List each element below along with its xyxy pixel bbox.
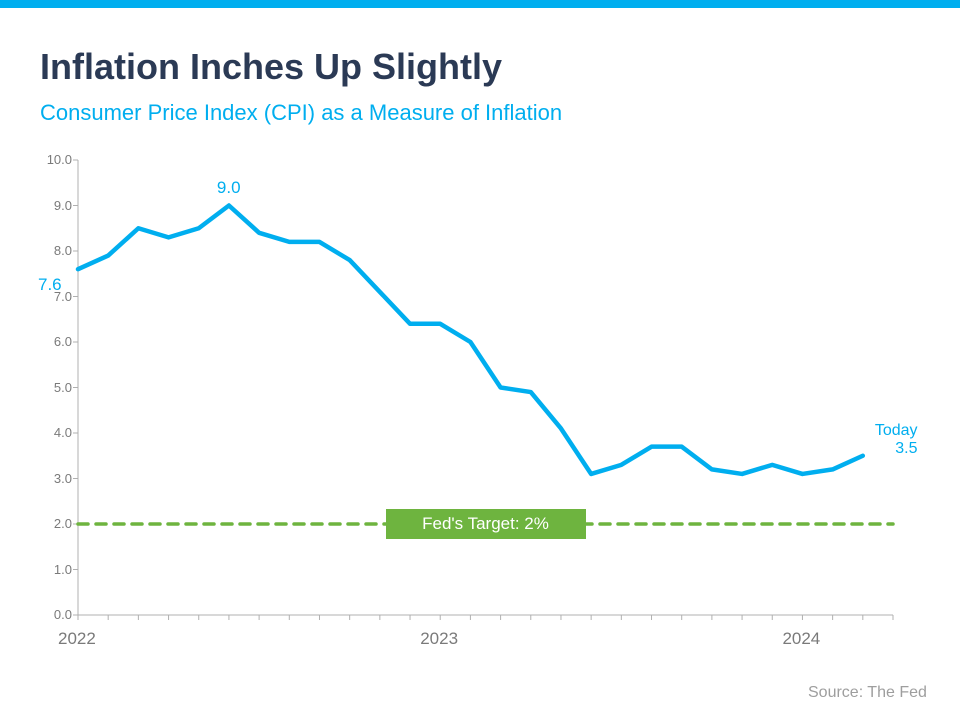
chart-frame: Inflation Inches Up Slightly Consumer Pr… (0, 0, 960, 720)
chart-svg (78, 160, 893, 615)
cpi-series-line (78, 206, 863, 474)
y-tick-label: 2.0 (34, 516, 72, 531)
data-point-label: 7.6 (38, 275, 62, 295)
y-tick-label: 6.0 (34, 334, 72, 349)
x-axis-label: 2024 (782, 629, 820, 649)
x-axis-label: 2023 (420, 629, 458, 649)
y-tick-label: 1.0 (34, 562, 72, 577)
y-tick-label: 4.0 (34, 425, 72, 440)
x-axis-label: 2022 (58, 629, 96, 649)
data-point-label: Today3.5 (875, 422, 918, 458)
fed-target-label: Fed's Target: 2% (386, 509, 586, 539)
y-tick-label: 0.0 (34, 607, 72, 622)
data-point-label: 9.0 (217, 178, 241, 198)
chart-title: Inflation Inches Up Slightly (40, 46, 502, 88)
y-tick-label: 3.0 (34, 471, 72, 486)
plot-area: 0.01.02.03.04.05.06.07.08.09.010.0202220… (78, 160, 893, 615)
top-accent-bar (0, 0, 960, 8)
y-tick-label: 5.0 (34, 380, 72, 395)
y-tick-label: 9.0 (34, 198, 72, 213)
y-tick-label: 8.0 (34, 243, 72, 258)
chart-subtitle: Consumer Price Index (CPI) as a Measure … (40, 100, 562, 126)
y-tick-label: 10.0 (34, 152, 72, 167)
source-attribution: Source: The Fed (808, 684, 927, 702)
